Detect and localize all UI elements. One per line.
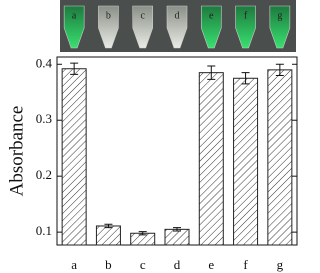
tube — [166, 5, 188, 49]
y-tick-label: 0.4 — [36, 55, 53, 70]
tube-label: g — [277, 10, 282, 21]
tube-label: c — [140, 10, 145, 21]
tube — [235, 5, 256, 49]
error-bar — [241, 72, 250, 85]
bar — [95, 225, 121, 246]
error-bar — [138, 231, 147, 236]
error-bar — [70, 62, 79, 75]
error-bar — [275, 63, 284, 76]
error-bar — [207, 65, 216, 80]
tube — [132, 5, 154, 49]
bar — [233, 77, 259, 246]
bar — [61, 68, 87, 246]
y-tick-label: 0.2 — [36, 167, 52, 182]
tube — [98, 5, 119, 49]
x-tick-label: d — [174, 257, 181, 272]
x-tick-label: f — [243, 257, 248, 272]
plot-frame — [56, 56, 298, 246]
tube-label: a — [72, 10, 77, 21]
tube — [269, 5, 291, 49]
x-tick-label: b — [105, 257, 112, 272]
x-tick-label: c — [140, 257, 146, 272]
tube-label: b — [106, 10, 111, 21]
tubes: a b c d e f g — [63, 5, 291, 49]
error-bar — [104, 223, 113, 229]
y-axis-label: Absorbance — [6, 106, 27, 197]
x-tick-label: g — [277, 257, 284, 272]
tube — [200, 5, 222, 49]
bar — [198, 72, 224, 246]
x-tick-label: e — [208, 257, 214, 272]
error-bar — [173, 227, 181, 232]
y-tick-label: 0.3 — [36, 111, 52, 126]
chart: a b c d e f g Absorbance 0.1 0.2 0.3 0.4 a b c d e f g — [6, 0, 298, 272]
tube — [63, 5, 85, 49]
bar — [164, 228, 190, 246]
tube-label: f — [244, 10, 248, 21]
x-tick-label: a — [71, 257, 77, 272]
bar — [267, 69, 293, 246]
tube-label: d — [175, 10, 180, 21]
tube-label: e — [209, 10, 214, 21]
y-tick-label: 0.1 — [36, 223, 52, 238]
